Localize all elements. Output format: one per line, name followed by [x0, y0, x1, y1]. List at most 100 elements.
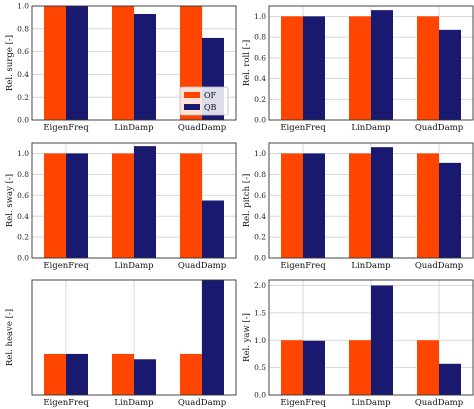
- y-tick-label: 0.5: [254, 363, 266, 372]
- bar-QB-QuadDamp: [439, 29, 461, 120]
- axes-frame: [268, 279, 474, 396]
- y-tick-label: 0.8: [254, 33, 266, 42]
- bar-OF-LinDamp: [349, 153, 371, 258]
- y-tick-label: 0.0: [17, 116, 29, 125]
- bar-QB-EigenFreq: [66, 353, 88, 395]
- panel-surge: 0.0 0.2 0.4 0.6 0.8 1.0 EigenFreq LinDamp QuadDa…: [5, 2, 237, 133]
- y-tick-label: 0.6: [254, 191, 266, 200]
- x-tick-label: EigenFreq: [43, 123, 89, 133]
- bar-QB-LinDamp: [371, 147, 393, 258]
- legend-swatch-QB: [184, 104, 200, 110]
- x-tick-label: QuadDamp: [178, 261, 227, 271]
- x-tick-label: EigenFreq: [43, 398, 89, 408]
- bar-QB-QuadDamp: [202, 280, 224, 395]
- bar-OF-LinDamp: [349, 16, 371, 121]
- x-tick-label: EigenFreq: [43, 261, 89, 271]
- bar-OF-EigenFreq: [44, 353, 66, 395]
- bar-OF-LinDamp: [349, 340, 371, 395]
- panel-roll: 0.0 0.2 0.4 0.6 0.8 1.0 EigenFreq LinDamp QuadDa…: [242, 5, 474, 133]
- bar-QB-LinDamp: [134, 359, 156, 395]
- y-tick-label: 0.0: [254, 391, 266, 400]
- y-tick-label: 0.4: [17, 212, 29, 221]
- bar-OF-EigenFreq: [281, 340, 303, 395]
- legend: OF QB: [179, 86, 229, 116]
- bar-QB-QuadDamp: [202, 200, 224, 258]
- bar-OF-QuadDamp: [180, 353, 202, 395]
- bar-QB-QuadDamp: [439, 363, 461, 395]
- y-axis-label: Rel. sway [-]: [5, 174, 15, 227]
- y-tick-label: 0.2: [17, 233, 29, 242]
- y-tick-label: 0.2: [254, 95, 266, 104]
- x-tick-label: QuadDamp: [178, 123, 227, 133]
- axes-frame: [31, 5, 237, 121]
- bar-OF-QuadDamp: [417, 340, 439, 395]
- y-tick-label: 2.0: [254, 281, 266, 290]
- y-axis-label: Rel. surge [-]: [5, 35, 15, 91]
- bar-OF-QuadDamp: [417, 16, 439, 121]
- bar-OF-QuadDamp: [417, 153, 439, 258]
- y-axis-label: Rel. pitch [-]: [242, 174, 252, 228]
- legend-label-QB: QB: [204, 103, 217, 112]
- legend-label-OF: OF: [204, 91, 217, 100]
- y-tick-label: 0.4: [254, 74, 266, 83]
- y-tick-label: 0.0: [254, 116, 266, 125]
- x-tick-label: EigenFreq: [280, 123, 326, 133]
- x-tick-label: QuadDamp: [178, 398, 227, 408]
- y-tick-label: 0.6: [17, 191, 29, 200]
- bar-QB-LinDamp: [134, 146, 156, 258]
- bar-QB-EigenFreq: [303, 153, 325, 258]
- x-tick-label: QuadDamp: [415, 398, 464, 408]
- x-tick-label: EigenFreq: [280, 398, 326, 408]
- panel-sway: 0.0 0.2 0.4 0.6 0.8 1.0 EigenFreq LinDamp QuadDa…: [5, 142, 237, 271]
- y-tick-label: 1.0: [17, 149, 29, 158]
- bar-QB-EigenFreq: [303, 16, 325, 121]
- bar-OF-LinDamp: [112, 353, 134, 395]
- bar-QB-EigenFreq: [303, 340, 325, 395]
- y-tick-label: 0.4: [254, 212, 266, 221]
- bar-OF-EigenFreq: [44, 6, 66, 120]
- bar-QB-LinDamp: [371, 285, 393, 395]
- panel-heave: EigenFreq LinDamp QuadDamp Rel. heave [-]: [5, 279, 237, 408]
- bar-QB-EigenFreq: [66, 153, 88, 258]
- x-tick-label: LinDamp: [114, 261, 154, 271]
- bar-QB-QuadDamp: [439, 162, 461, 258]
- y-tick-label: 1.0: [254, 149, 266, 158]
- y-axis-label: Rel. yaw [-]: [242, 313, 252, 362]
- bar-QB-LinDamp: [371, 10, 393, 120]
- y-tick-label: 0.6: [17, 47, 29, 56]
- y-tick-label: 1.5: [254, 308, 266, 317]
- bar-OF-LinDamp: [112, 6, 134, 120]
- x-tick-label: LinDamp: [114, 123, 154, 133]
- y-tick-label: 0.6: [254, 53, 266, 62]
- y-tick-label: 0.0: [254, 254, 266, 263]
- y-tick-label: 1.0: [254, 336, 266, 345]
- bar-OF-EigenFreq: [281, 16, 303, 121]
- x-tick-label: QuadDamp: [415, 261, 464, 271]
- axes-frame: [268, 142, 474, 259]
- y-tick-label: 0.2: [17, 93, 29, 102]
- bar-QB-EigenFreq: [66, 6, 88, 120]
- bar-OF-EigenFreq: [281, 153, 303, 258]
- y-tick-label: 1.0: [254, 12, 266, 21]
- y-tick-label: 0.8: [17, 24, 29, 33]
- bar-OF-QuadDamp: [180, 153, 202, 258]
- bar-QB-LinDamp: [134, 13, 156, 121]
- x-tick-label: EigenFreq: [280, 261, 326, 271]
- axes-frame: [31, 279, 237, 396]
- y-tick-label: 1.0: [17, 2, 29, 11]
- y-axis-label: Rel. roll [-]: [242, 40, 252, 86]
- x-tick-label: QuadDamp: [415, 123, 464, 133]
- y-tick-label: 0.8: [17, 170, 29, 179]
- x-tick-label: LinDamp: [351, 261, 391, 271]
- panel-yaw: 0.0 0.5 1.0 1.5 2.0 EigenFreq LinDamp QuadDamp R…: [242, 279, 474, 408]
- legend-swatch-OF: [184, 92, 200, 98]
- y-axis-label: Rel. heave [-]: [5, 309, 15, 366]
- x-tick-label: LinDamp: [114, 398, 154, 408]
- axes-frame: [31, 142, 237, 259]
- y-tick-label: 0.2: [254, 233, 266, 242]
- y-tick-label: 0.4: [17, 70, 29, 79]
- bar-OF-LinDamp: [112, 153, 134, 258]
- y-tick-label: 0.8: [254, 170, 266, 179]
- panel-pitch: 0.0 0.2 0.4 0.6 0.8 1.0 EigenFreq LinDamp QuadDa…: [242, 142, 474, 271]
